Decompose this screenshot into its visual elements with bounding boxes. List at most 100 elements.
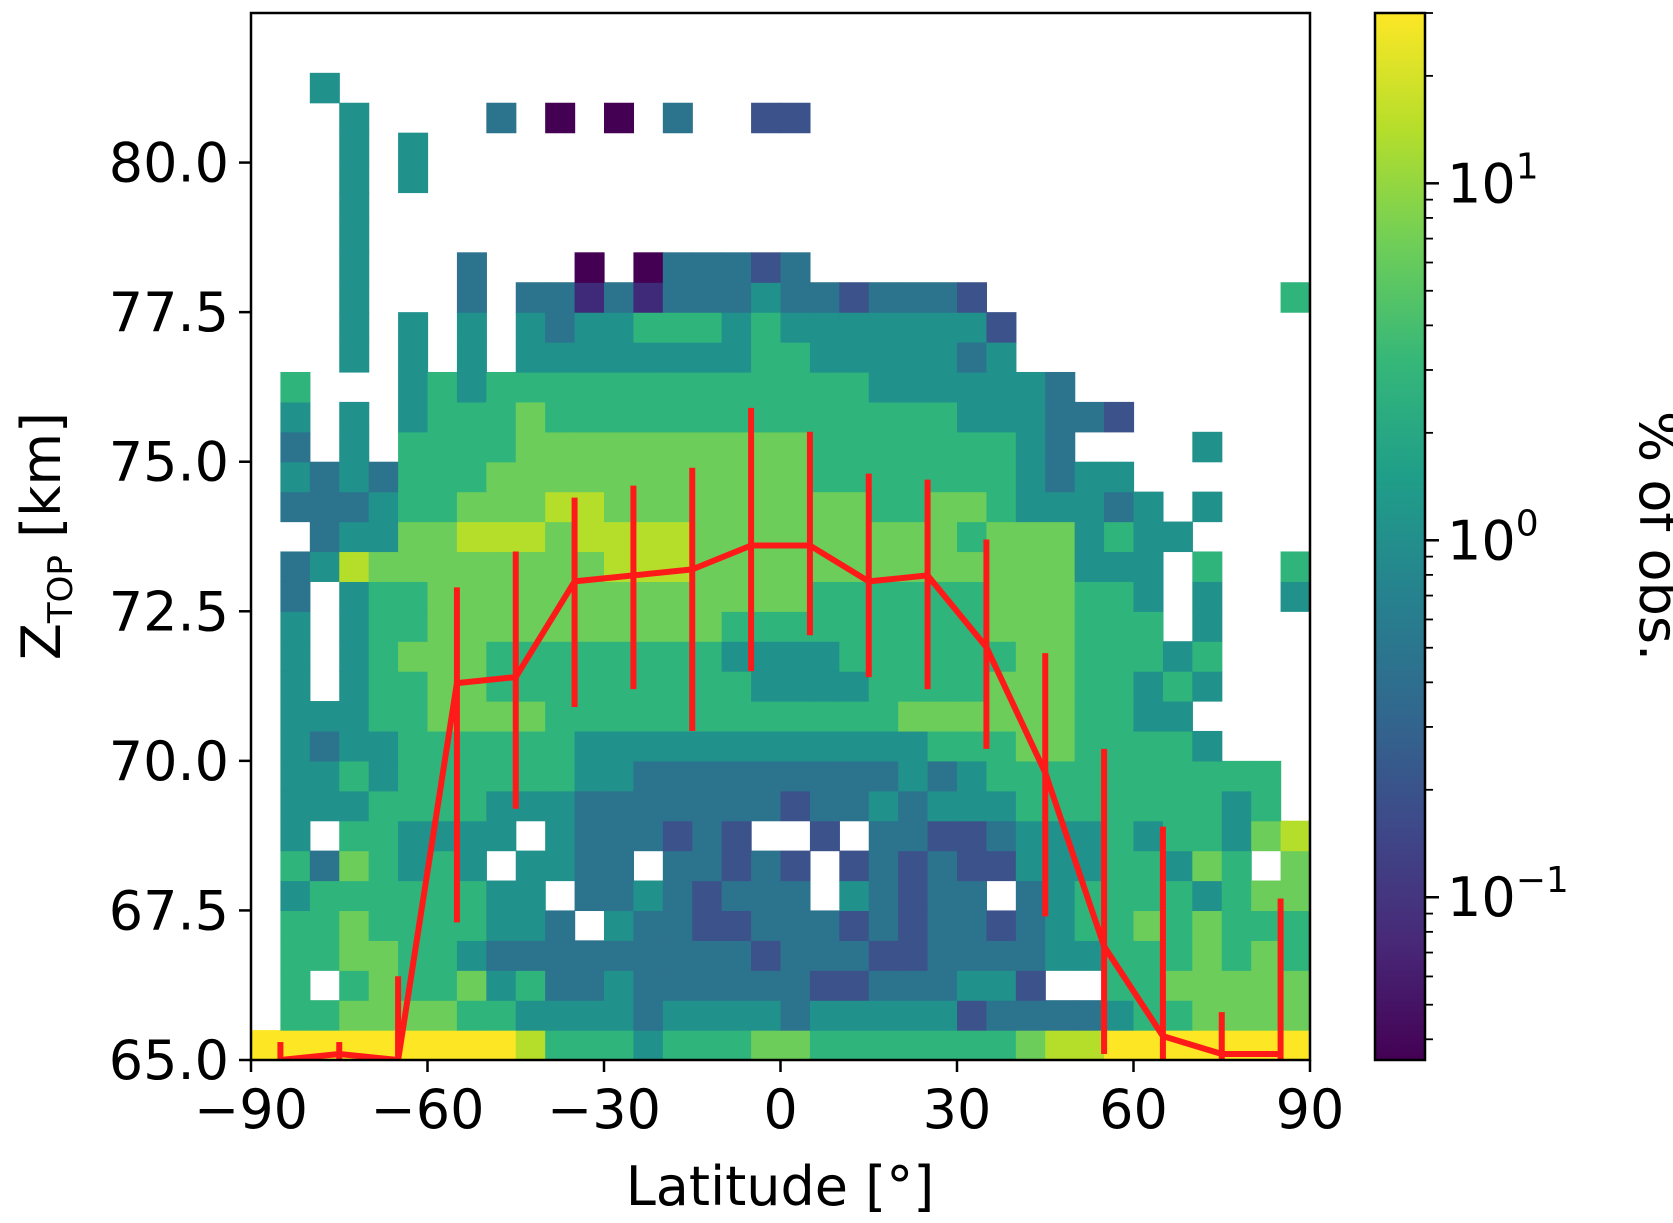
heatmap-cell [751,342,782,373]
colorbar-tick-label: 100 [1447,503,1539,572]
heatmap-cell [604,701,635,732]
heatmap-cell [574,880,605,912]
heatmap-cell [604,641,635,672]
heatmap-cell [604,820,635,852]
heatmap-cell [721,760,752,792]
heatmap-cell [986,940,1017,971]
heatmap-cell [662,401,693,433]
heatmap-cell [927,671,958,702]
heatmap-cell [456,940,487,971]
heatmap-cell [456,671,487,702]
heatmap-cell [604,940,635,971]
heatmap-cell [839,850,870,882]
heatmap-cell [839,581,870,612]
heatmap-cell [839,701,870,732]
heatmap-cell [1074,521,1105,553]
heatmap-cell [780,551,811,582]
heatmap-cell [515,401,546,433]
heatmap-cell [456,252,487,283]
heatmap-cell [339,521,370,553]
heatmap-cell [986,970,1017,1001]
heatmap-cell [1192,850,1223,882]
heatmap-cell [751,970,782,1001]
heatmap-cell [751,701,782,732]
heatmap-cell [339,850,370,882]
heatmap-cell [486,491,517,523]
heatmap-cell [898,641,929,672]
heatmap-cell [692,970,723,1001]
heatmap-cell [868,880,899,912]
heatmap-cell [1162,641,1193,672]
heatmap-cell [898,1030,929,1060]
heatmap-cell [839,312,870,343]
heatmap-cell [751,850,782,882]
heatmap-cell [633,461,664,493]
heatmap-cell [957,401,988,433]
heatmap-cell [398,162,429,194]
heatmap-cell [604,521,635,553]
heatmap-cell [515,491,546,523]
heatmap-cell [545,431,576,463]
heatmap-cell [280,671,311,702]
heatmap-cell [427,1030,458,1060]
heatmap-cell [1251,910,1282,941]
heatmap-cell [604,102,635,134]
heatmap-cell [1104,491,1135,523]
heatmap-cell [662,940,693,971]
heatmap-cell [957,671,988,702]
heatmap-cell [927,730,958,762]
heatmap-cell [809,940,840,971]
heatmap-cell [398,850,429,882]
heatmap-cell [662,730,693,762]
heatmap-cell [604,850,635,882]
heatmap-cell [280,401,311,433]
heatmap-cell [515,521,546,553]
heatmap-cell [839,760,870,792]
heatmap-cell [927,611,958,642]
heatmap-cell [604,371,635,403]
heatmap-cell [1192,880,1223,912]
heatmap-cell [427,521,458,553]
heatmap-cell [486,1030,517,1060]
heatmap-cell [1133,521,1164,553]
heatmap-cell [339,102,370,134]
heatmap-cell [721,790,752,822]
heatmap-cell [545,820,576,852]
heatmap-cell [398,371,429,403]
heatmap-cell [809,342,840,373]
heatmap-cell [427,401,458,433]
heatmap-cell [604,401,635,433]
heatmap-cell [309,910,340,941]
heatmap-cell [986,581,1017,612]
heatmap-cell [1015,581,1046,612]
heatmap-cell [898,760,929,792]
heatmap-cell [1104,880,1135,912]
heatmap-cell [456,581,487,612]
heatmap-cell [780,1030,811,1060]
heatmap-cell [545,491,576,523]
heatmap-cell [280,880,311,912]
heatmap-cell [957,790,988,822]
heatmap-cell [339,581,370,612]
heatmap-cell [1251,970,1282,1001]
colorbar-ticks: 10−1 100 101 [1425,12,1569,1041]
heatmap-cell [662,371,693,403]
heatmap-cell [898,880,929,912]
heatmap-cell [809,730,840,762]
heatmap-cell [751,581,782,612]
heatmap-cell [721,671,752,702]
heatmap-cell [633,581,664,612]
heatmap-cell [809,671,840,702]
heatmap-cell [1074,1000,1105,1031]
heatmap-cell [957,850,988,882]
heatmap-cell [898,401,929,433]
heatmap-cell [515,342,546,373]
heatmap-cell [486,940,517,971]
heatmap-cell [780,970,811,1001]
heatmap-cell [1192,671,1223,702]
heatmap-cell [957,701,988,732]
heatmap-cell [1162,940,1193,971]
heatmap-cell [633,940,664,971]
heatmap-cell [662,701,693,732]
heatmap-cell [1045,461,1076,493]
